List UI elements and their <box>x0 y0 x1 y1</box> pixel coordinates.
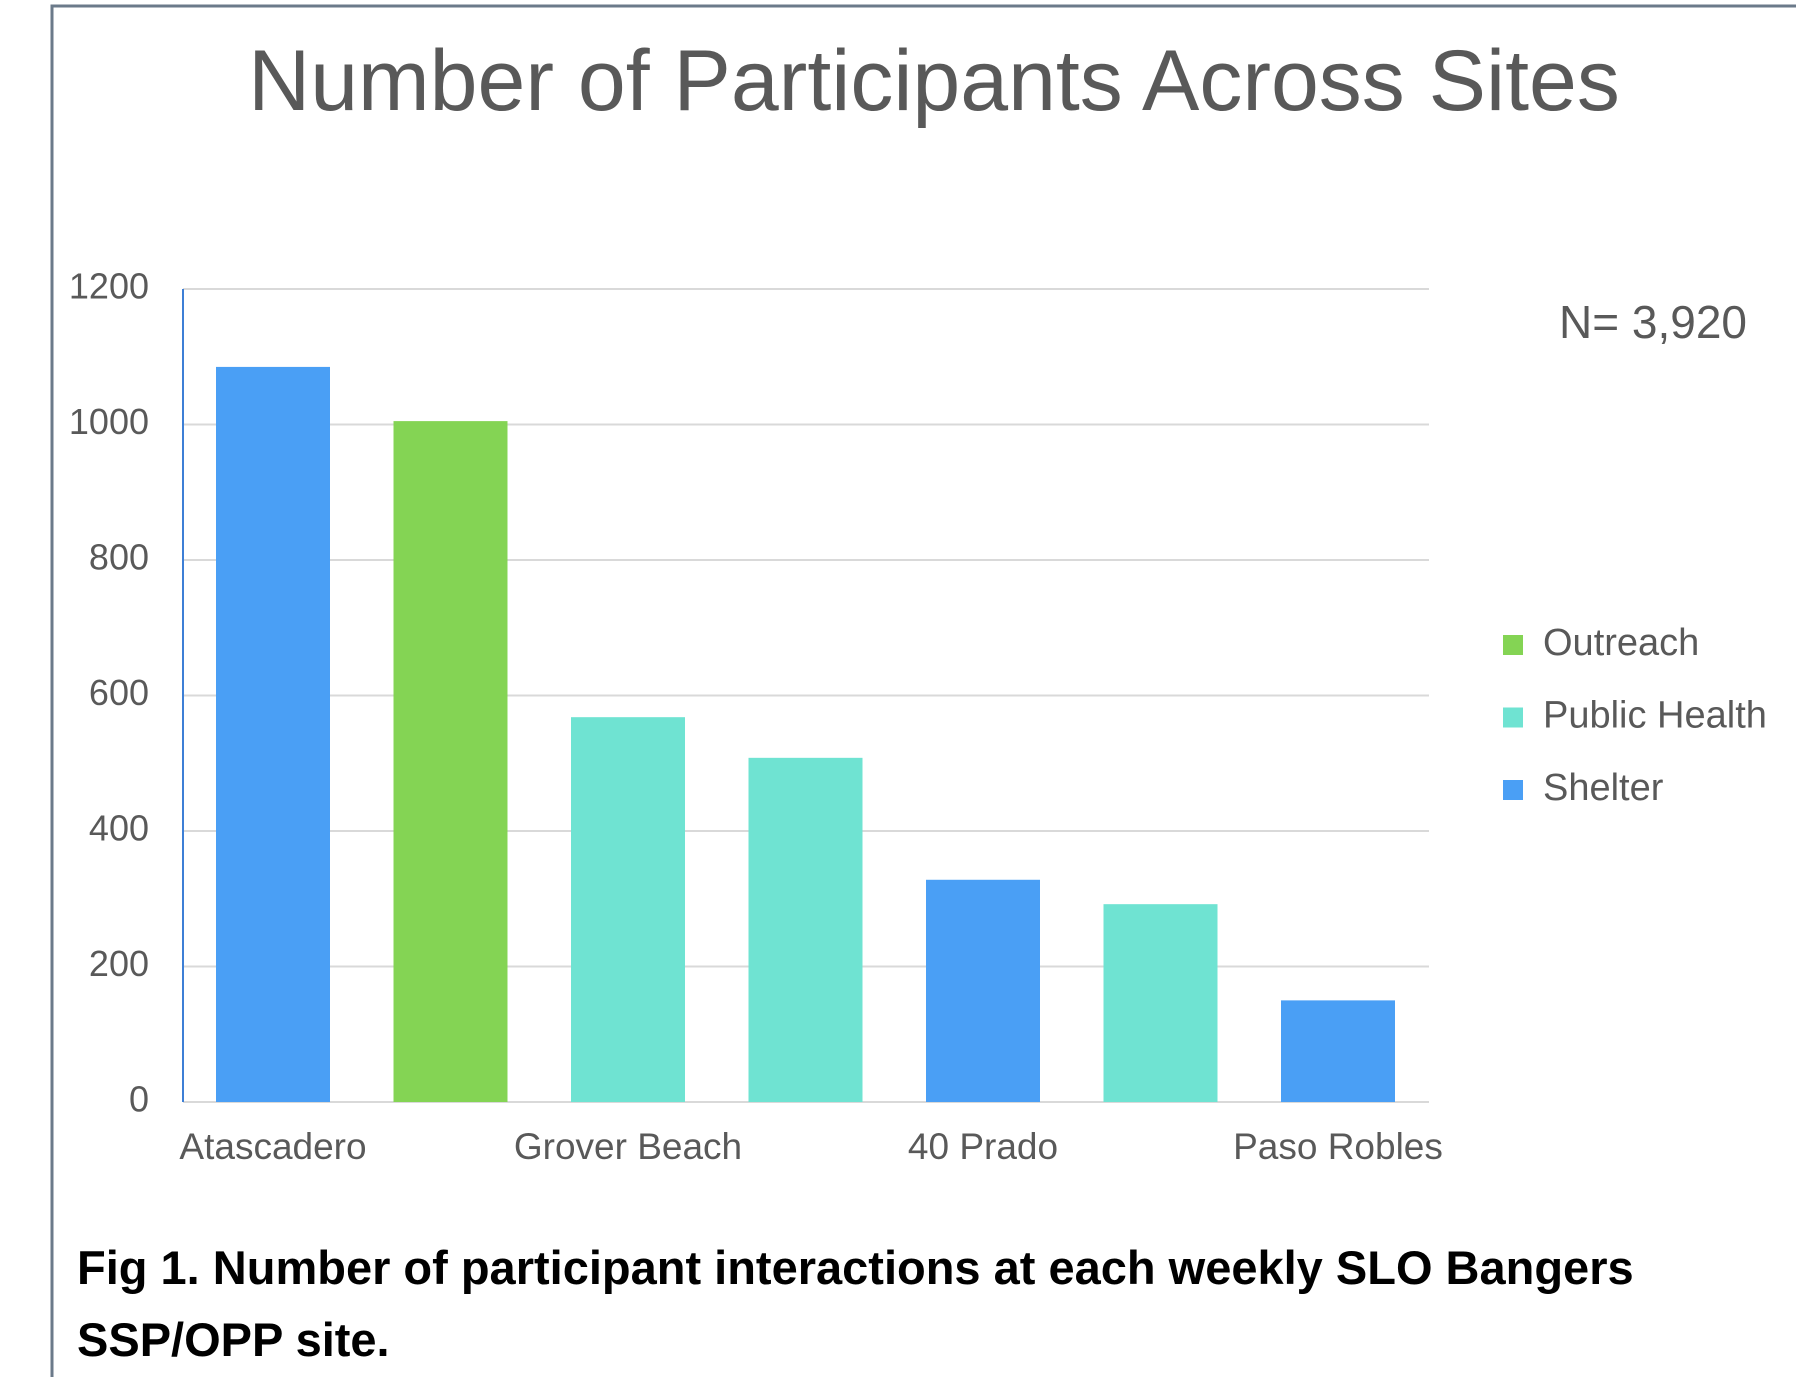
bar <box>571 717 685 1102</box>
x-tick-label: Atascadero <box>179 1126 366 1167</box>
y-tick-label: 600 <box>89 672 149 713</box>
y-tick-label: 1000 <box>69 401 149 442</box>
bar <box>926 879 1040 1102</box>
legend-label: Shelter <box>1543 767 1664 809</box>
y-tick-label: 200 <box>89 943 149 984</box>
legend-label: Outreach <box>1543 622 1699 664</box>
bar <box>748 757 863 1102</box>
legend-swatch <box>1503 635 1523 655</box>
bar <box>393 421 508 1102</box>
x-tick-label: Grover Beach <box>514 1126 742 1167</box>
bar <box>216 366 330 1103</box>
chart-title: Number of Participants Across Sites <box>248 33 1620 129</box>
y-tick-label: 400 <box>89 808 149 849</box>
bar <box>1103 904 1218 1102</box>
legend-swatch <box>1503 780 1523 800</box>
legend-swatch <box>1503 707 1523 728</box>
x-tick-label: 40 Prado <box>908 1126 1058 1167</box>
y-tick-label: 1200 <box>69 266 149 307</box>
bar <box>1281 1000 1395 1102</box>
y-tick-label: 800 <box>89 537 149 578</box>
y-tick-label: 0 <box>129 1079 149 1120</box>
frame <box>50 4 1796 1377</box>
annotation: N= 3,920 <box>1559 296 1747 348</box>
x-tick-label: Paso Robles <box>1233 1126 1443 1167</box>
caption: Fig 1. Number of participant interaction… <box>77 1241 1634 1366</box>
legend-label: Public Health <box>1543 695 1767 737</box>
